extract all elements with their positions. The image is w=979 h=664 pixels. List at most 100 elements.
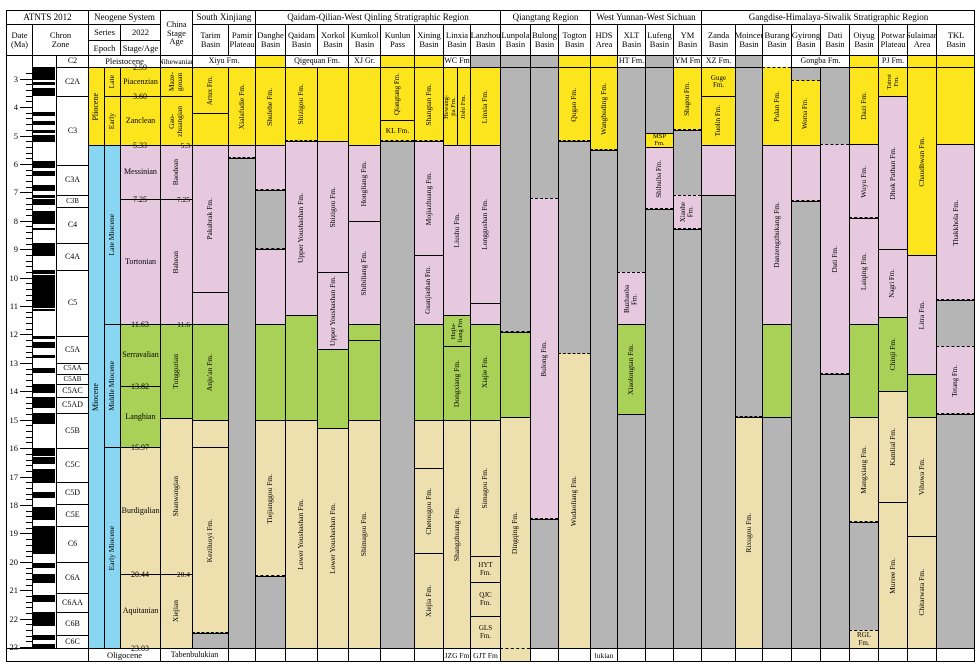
basin-header: HDS Area (590, 24, 617, 55)
tick-label: 11 (9, 301, 18, 311)
formation: KL Fm. (380, 120, 414, 141)
formation: Laiqing Fm. (849, 218, 878, 324)
polarity-normal-chron (33, 342, 55, 348)
top-row-fill (936, 55, 975, 67)
minor-tick (26, 380, 32, 381)
atnts-2012-header: ATNTS 2012 (6, 10, 88, 24)
minor-tick (26, 596, 32, 597)
formation: Qugao Fm. (558, 67, 590, 141)
major-tick (20, 334, 32, 335)
major-tick (20, 221, 32, 222)
polarity-normal-chron (33, 252, 55, 256)
polarity-normal-chron (33, 185, 55, 191)
chron-zone-header: Chron Zone (32, 24, 88, 55)
formation: Shimagou Fm. (348, 420, 380, 648)
formation: Xialafudie Fm. (228, 67, 255, 145)
bottom-row-cell (348, 648, 380, 662)
wavy-contact (192, 632, 228, 633)
minor-tick (26, 323, 32, 324)
polarity-normal-chron (33, 595, 55, 602)
stage-age-header: Stage/Age (120, 40, 160, 55)
formation: Mangxiang Fm. (849, 417, 878, 522)
formation: Artux Fm. (192, 67, 228, 113)
polarity-normal-chron (33, 275, 55, 308)
china-stage-cell: Maze- gouan (160, 67, 192, 96)
major-tick (20, 278, 32, 279)
formation-fill (470, 303, 500, 324)
tick-label: 20 (9, 557, 19, 567)
bottom-unit-label: GJT Fm (470, 648, 500, 662)
wavy-contact (414, 140, 443, 141)
minor-tick (26, 329, 32, 330)
basin-header: Lanzhou Basin (470, 24, 500, 55)
china-boundary-age: 20.4 (176, 569, 190, 579)
formation: Shihuiba Fm. (645, 147, 673, 209)
basin-header: Dati Basin (820, 24, 849, 55)
polarity-normal-chron (33, 135, 55, 142)
subepoch-cell: Early Miocene (104, 447, 120, 648)
minor-tick (26, 437, 32, 438)
basin-header: Sulaiman Area (907, 24, 936, 55)
wavy-contact (255, 248, 285, 249)
formation: HYT Fm. (470, 556, 500, 582)
formation-fill (936, 300, 975, 346)
minor-tick (26, 147, 32, 148)
formation: Simagou Fm. (470, 420, 500, 556)
tabenbulukian-row: Tabenbulukian (160, 648, 228, 662)
chron-label: C6AA (56, 593, 88, 612)
bottom-row-cell (791, 648, 820, 662)
formation: Chaudhwan Fm. (907, 67, 936, 255)
tick-label: 5 (13, 131, 18, 141)
formation-fill (192, 633, 228, 648)
formation-fill (348, 67, 380, 145)
formation: MSP Fm. (645, 133, 673, 147)
major-tick (20, 79, 32, 80)
minor-tick (26, 130, 32, 131)
major-tick (20, 363, 32, 364)
formation: Woma Fm. (791, 80, 820, 145)
formation-fill (255, 249, 285, 324)
minor-tick (26, 84, 32, 85)
minor-tick (26, 442, 32, 443)
chron-label: C3 (56, 96, 88, 165)
tick-label: 22 (9, 614, 19, 624)
formation-fill (530, 67, 558, 198)
stage-cell: Langhian (120, 386, 160, 447)
wavy-contact (849, 521, 878, 522)
china-boundary-age: 5.3 (180, 140, 190, 150)
tick-label: 8 (13, 216, 18, 226)
wavy-contact (285, 140, 317, 141)
chron-label: C3A (56, 165, 88, 195)
minor-tick (26, 198, 32, 199)
minor-tick (26, 551, 32, 552)
formation-fill (617, 67, 645, 272)
series-header: Series (88, 24, 120, 40)
polarity-normal-chron (33, 355, 55, 358)
formation: Murree Fm. (878, 502, 907, 648)
major-tick (20, 107, 32, 108)
formation-fill (558, 141, 590, 353)
bottom-row-cell (414, 648, 443, 662)
minor-tick (26, 170, 32, 171)
formation-fill (590, 150, 617, 648)
minor-tick (26, 607, 32, 608)
formation: Shizigou Fm. (317, 141, 348, 272)
minor-tick (26, 488, 32, 489)
wavy-contact (255, 575, 285, 576)
basin-header: Xining Basin (414, 24, 443, 55)
top-unit-label: HT Fm. (617, 55, 645, 67)
bottom-row-cell (735, 648, 762, 662)
formation: Dongxiang Fm. (443, 346, 470, 420)
bottom-row-cell (617, 648, 645, 662)
polarity-normal-chron (33, 121, 55, 125)
wavy-contact (936, 299, 975, 300)
formation: Dhok Pathan Fm. (878, 96, 907, 249)
polarity-normal-chron (33, 130, 55, 133)
formation: Mojiazhuang Fm. (414, 141, 443, 255)
wavy-contact (500, 331, 530, 332)
formation-fill (936, 414, 975, 648)
formation: Qiangtang Fm. (380, 67, 414, 120)
formation: Shizigou Fm. (285, 67, 317, 141)
formation: Nagri Fm. (878, 249, 907, 317)
chron-label: C6 (56, 526, 88, 562)
